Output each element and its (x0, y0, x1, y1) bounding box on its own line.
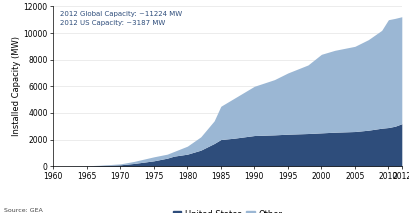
Text: Source: GEA: Source: GEA (4, 208, 43, 213)
Y-axis label: Installed Capacity (MW): Installed Capacity (MW) (12, 36, 21, 136)
Legend: United States, Other: United States, Other (169, 207, 285, 213)
Text: 2012 Global Capacity: ~11224 MW
2012 US Capacity: ~3187 MW: 2012 Global Capacity: ~11224 MW 2012 US … (60, 11, 182, 26)
